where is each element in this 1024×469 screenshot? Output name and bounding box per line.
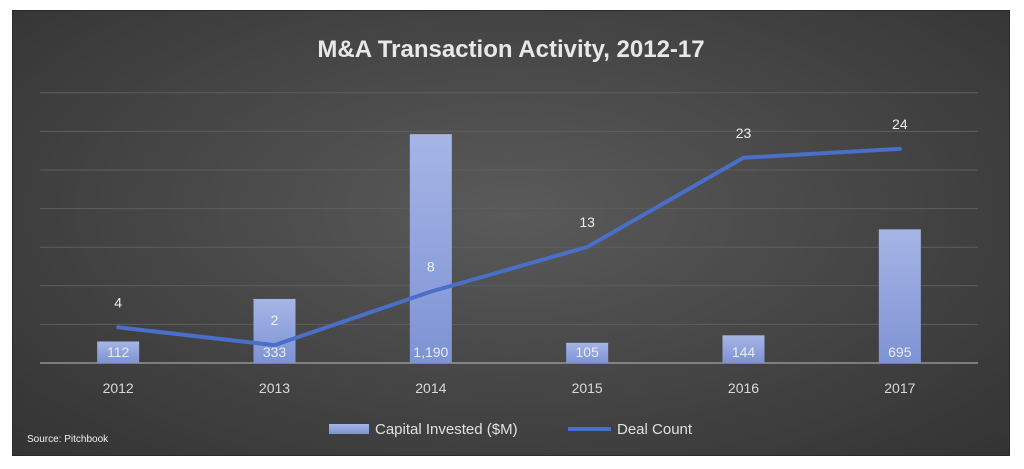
bar-label-2016: 144 bbox=[732, 344, 756, 360]
legend-label-bars: Capital Invested ($M) bbox=[375, 421, 518, 438]
bar-2015 bbox=[566, 342, 609, 363]
bar-2017 bbox=[878, 229, 921, 363]
x-tick-2013: 2013 bbox=[259, 380, 290, 396]
line-label-2013: 2 bbox=[271, 312, 279, 328]
bar-label-2012: 112 bbox=[107, 344, 130, 360]
line-label-2015: 13 bbox=[579, 214, 595, 230]
bar-data-labels: 112 333 1,190 105 144 695 bbox=[107, 344, 912, 360]
x-tick-2017: 2017 bbox=[884, 380, 915, 396]
line-series bbox=[116, 146, 902, 348]
x-tick-2015: 2015 bbox=[572, 380, 603, 396]
line-label-2014: 8 bbox=[427, 259, 435, 275]
legend: Capital Invested ($M) Deal Count bbox=[329, 421, 693, 438]
x-axis-ticks: 2012 2013 2014 2015 2016 2017 bbox=[103, 380, 916, 396]
bar-series bbox=[97, 134, 921, 363]
chart-title: M&A Transaction Activity, 2012-17 bbox=[317, 36, 704, 63]
x-tick-2016: 2016 bbox=[728, 380, 759, 396]
bar-label-2015: 105 bbox=[575, 344, 599, 360]
line-deal-count bbox=[116, 146, 902, 348]
grid-lines bbox=[40, 92, 978, 364]
chart-svg: M&A Transaction Activity, 2012-17 112 333… bbox=[27, 36, 978, 445]
bar-label-2017: 695 bbox=[888, 344, 912, 360]
chart-frame: M&A Transaction Activity, 2012-17 112 333… bbox=[12, 10, 1010, 456]
line-label-2012: 4 bbox=[114, 294, 122, 310]
bar-2016 bbox=[722, 335, 765, 363]
bar-2013 bbox=[253, 298, 296, 363]
x-tick-2014: 2014 bbox=[415, 380, 446, 396]
bar-2012 bbox=[97, 341, 140, 363]
line-data-labels: 4 2 8 13 23 24 bbox=[114, 116, 908, 328]
line-label-2016: 23 bbox=[736, 125, 752, 141]
source-note: Source: Pitchbook bbox=[27, 434, 109, 445]
x-tick-2012: 2012 bbox=[103, 380, 134, 396]
bar-label-2014: 1,190 bbox=[413, 344, 448, 360]
line-label-2017: 24 bbox=[892, 116, 908, 132]
bar-2014 bbox=[409, 134, 452, 363]
bar-label-2013: 333 bbox=[263, 344, 287, 360]
legend-label-line: Deal Count bbox=[617, 421, 693, 438]
legend-swatch-bars bbox=[329, 424, 369, 434]
